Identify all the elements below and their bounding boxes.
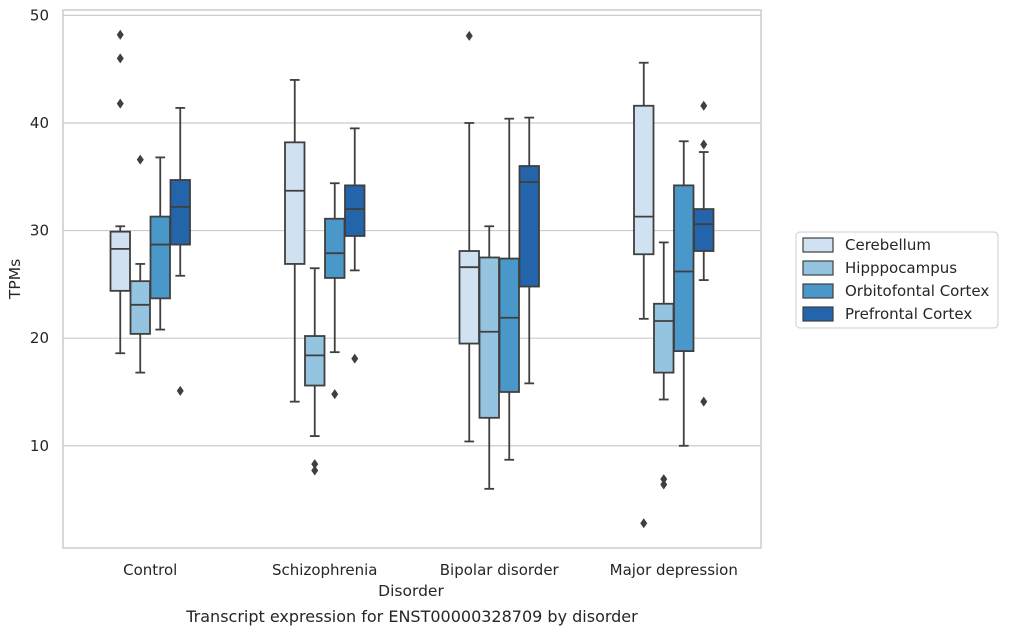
boxplot-orbitofontal-cortex (673, 140, 695, 447)
boxplot-prefrontal-cortex (169, 107, 191, 396)
plot-frame (62, 9, 762, 549)
boxplot-cerebellum (109, 29, 131, 355)
x-axis-label: Disorder (378, 582, 444, 600)
outlier-point (660, 479, 668, 490)
outlier-point (660, 474, 668, 485)
box (458, 250, 480, 345)
box (284, 141, 306, 265)
legend-label: Orbitofontal Cortex (845, 282, 989, 300)
boxplot-cerebellum (458, 30, 480, 443)
legend-frame (795, 231, 999, 329)
box (478, 256, 500, 419)
legend-swatch (802, 237, 834, 253)
outlier-point (311, 459, 319, 470)
legend-item: Orbitofontal Cortex (802, 282, 989, 300)
boxplot-hipppocampus (304, 267, 326, 476)
outlier-point (176, 385, 184, 396)
outlier-point (700, 396, 708, 407)
box (498, 257, 520, 393)
outlier-point (640, 518, 648, 529)
boxplot-hipppocampus (653, 241, 675, 490)
y-tick-labels: 10 20 30 40 50 (30, 6, 49, 454)
outlier-point (116, 98, 124, 109)
box (304, 335, 326, 387)
legend-label: Hipppocampus (845, 259, 957, 277)
box (693, 208, 715, 252)
box (344, 184, 366, 237)
box (109, 230, 131, 292)
outlier-point (351, 353, 359, 364)
figure-caption: Transcript expression for ENST0000032870… (185, 607, 638, 626)
outlier-point (700, 139, 708, 150)
x-tick-label: Schizophrenia (272, 561, 377, 579)
legend-item: Hipppocampus (802, 259, 957, 277)
y-axis-label: TPMs (6, 259, 24, 300)
boxplot-prefrontal-cortex (518, 116, 540, 385)
outlier-point (700, 100, 708, 111)
boxplot-hipppocampus (129, 154, 151, 374)
boxplot-prefrontal-cortex (344, 127, 366, 364)
y-tick-label: 50 (30, 6, 49, 24)
boxplots (109, 29, 715, 529)
box (653, 302, 675, 374)
y-tick-label: 40 (30, 114, 49, 132)
x-tick-label: Control (123, 561, 177, 579)
box (633, 104, 655, 256)
x-tick-labels: Control Schizophrenia Bipolar disorder Majo… (123, 561, 738, 579)
box (169, 179, 191, 246)
outlier-point (331, 389, 339, 400)
legend-label: Prefrontal Cortex (845, 305, 972, 323)
legend-item: Cerebellum (802, 236, 931, 254)
legend-label: Cerebellum (845, 236, 931, 254)
legend-swatch (802, 260, 834, 276)
box (129, 280, 151, 335)
x-tick-label: Major depression (610, 561, 738, 579)
legend: Cerebellum Hipppocampus Orbitofontal Corte… (795, 231, 999, 329)
boxplot-prefrontal-cortex (693, 100, 715, 407)
box (518, 165, 540, 288)
boxplot-orbitofontal-cortex (498, 117, 520, 461)
outlier-point (116, 29, 124, 40)
outlier-point (116, 53, 124, 64)
outlier-point (311, 465, 319, 476)
boxplot-cerebellum (633, 61, 655, 529)
outlier-point (465, 30, 473, 41)
x-tick-label: Bipolar disorder (440, 561, 560, 579)
y-tick-label: 20 (30, 329, 49, 347)
box (149, 215, 171, 300)
boxplot-hipppocampus (478, 225, 500, 490)
legend-item: Prefrontal Cortex (802, 305, 972, 323)
boxplot-cerebellum (284, 79, 306, 403)
y-tick-label: 30 (30, 222, 49, 240)
boxplot-orbitofontal-cortex (149, 156, 171, 331)
box (673, 184, 695, 352)
box (324, 217, 346, 279)
boxplot-orbitofontal-cortex (324, 182, 346, 400)
legend-swatch (802, 283, 834, 299)
y-tick-label: 10 (30, 437, 49, 455)
outlier-point (136, 154, 144, 165)
legend-swatch (802, 306, 834, 322)
